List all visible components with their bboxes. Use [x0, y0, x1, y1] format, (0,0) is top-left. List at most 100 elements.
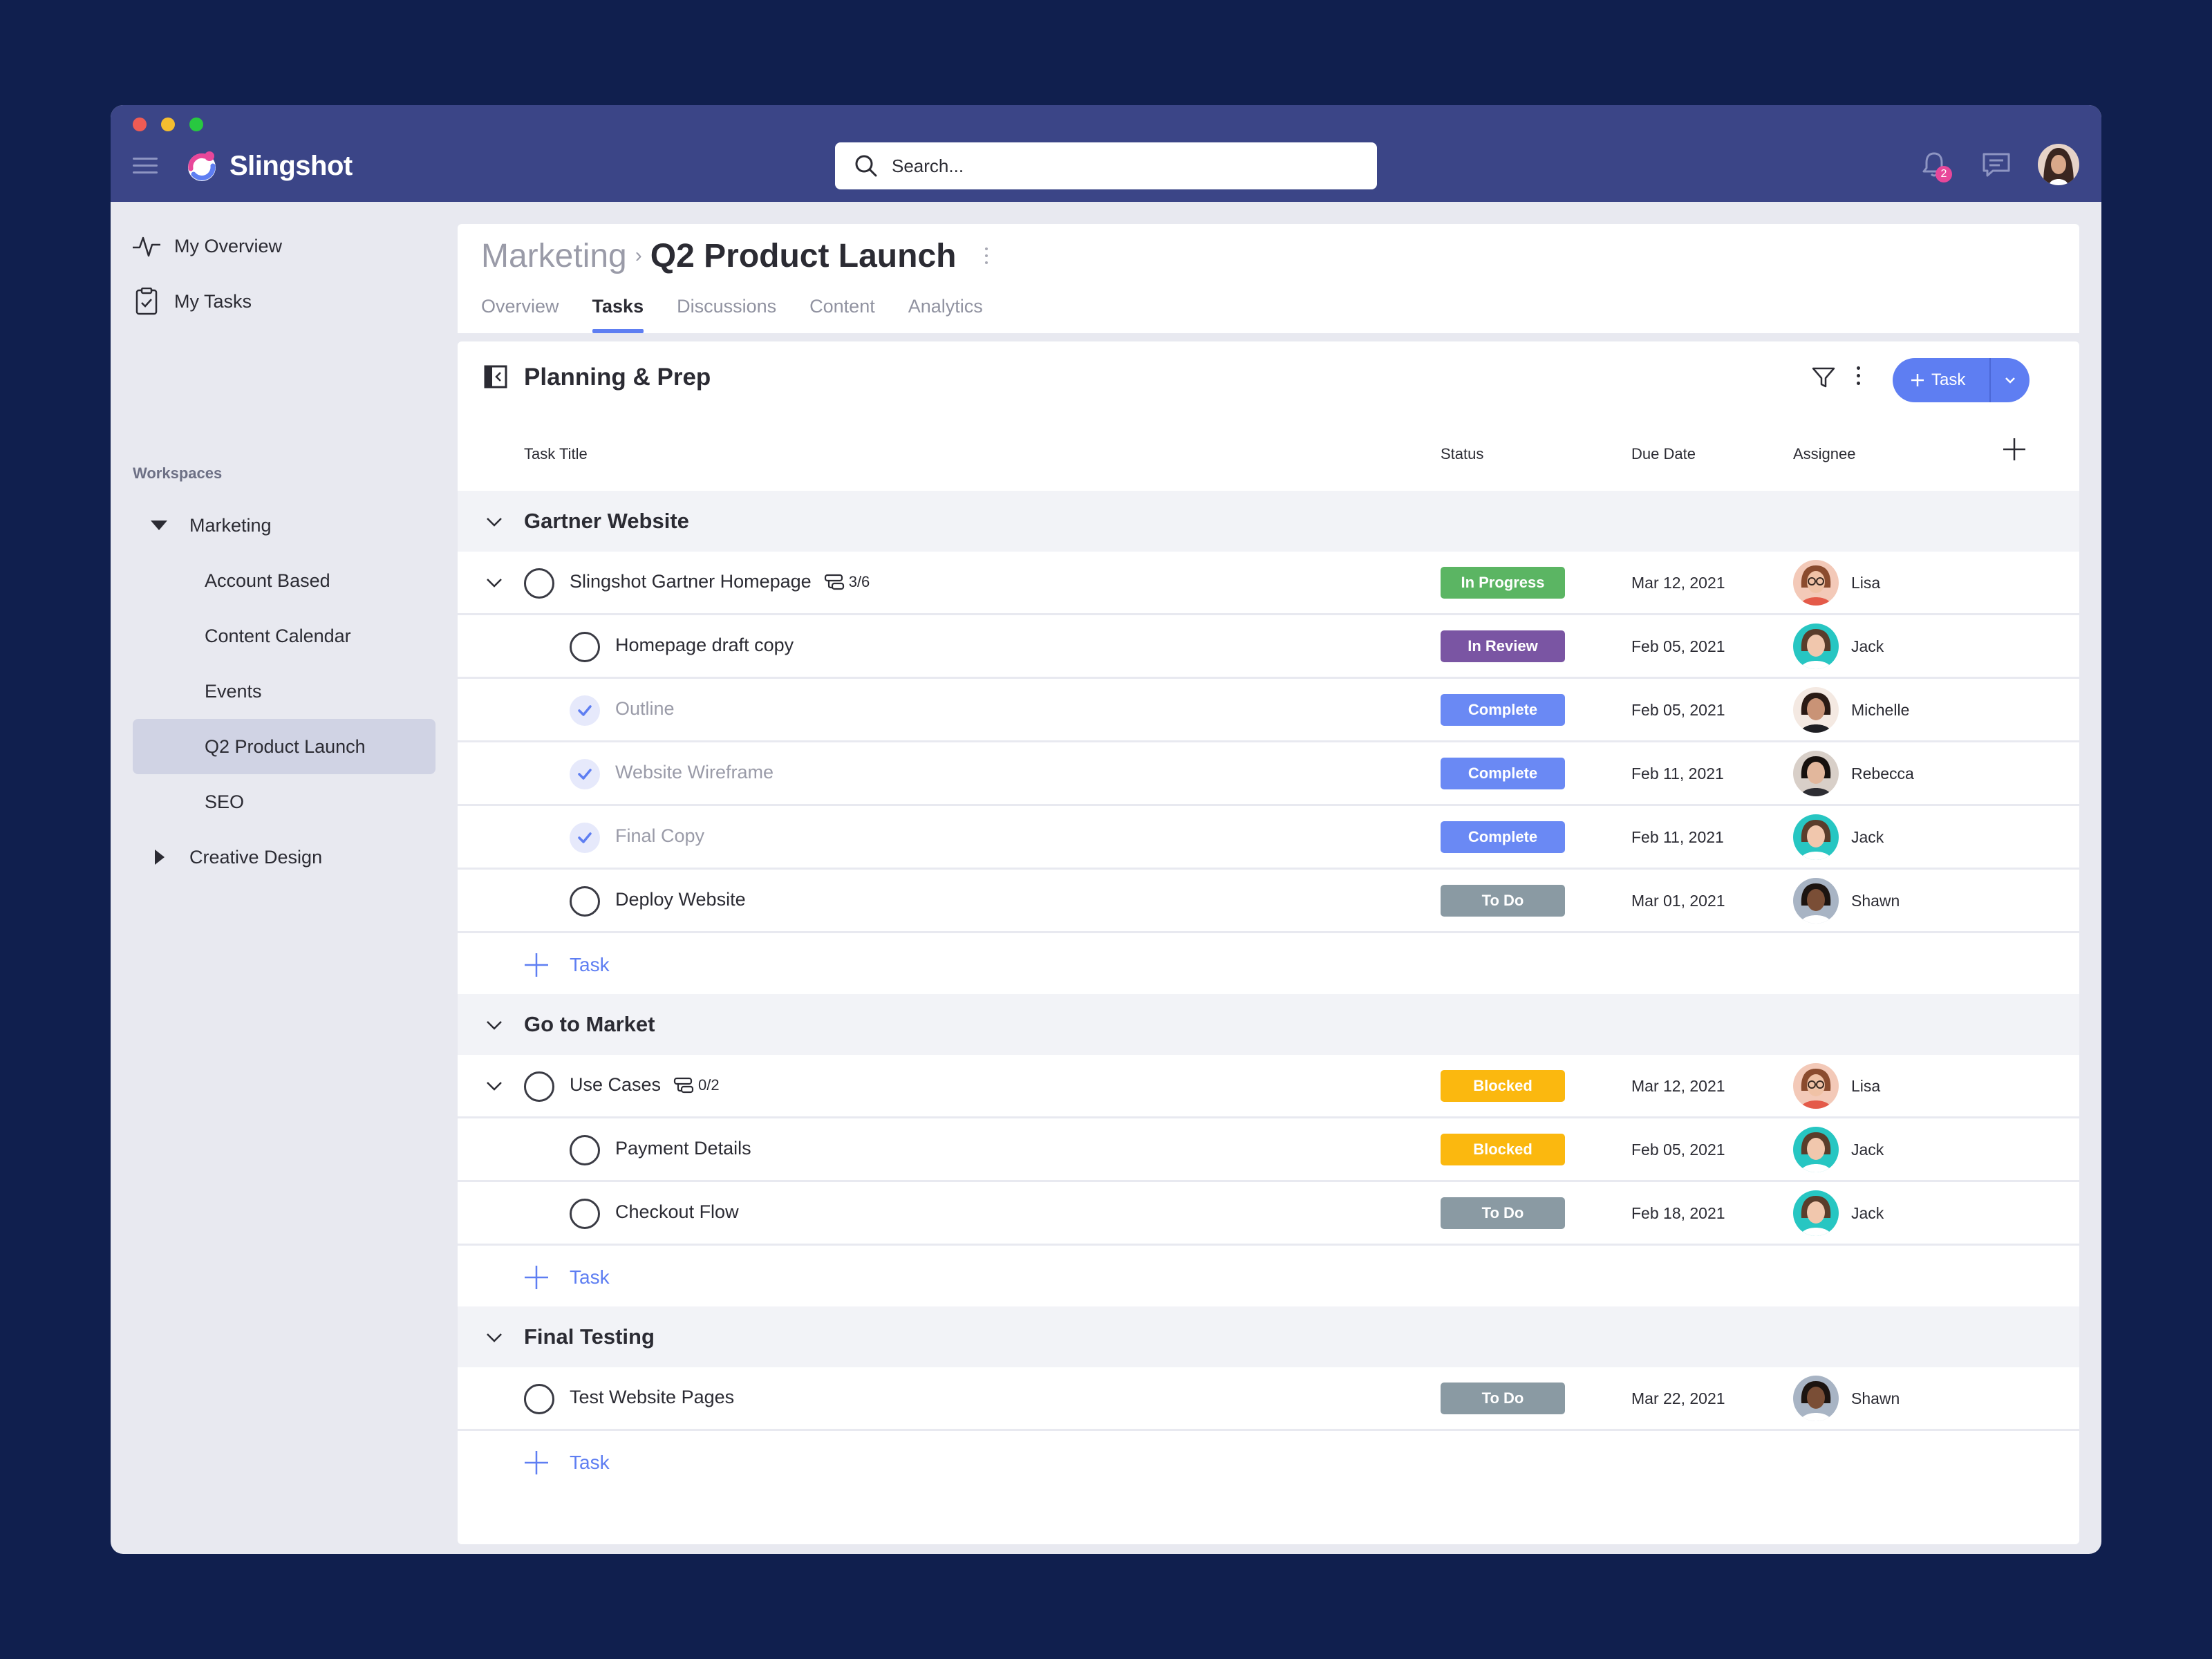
app-logo[interactable]: Slingshot — [184, 147, 353, 185]
tab-overview[interactable]: Overview — [481, 296, 559, 317]
add-task-row[interactable]: Task — [458, 1431, 2079, 1493]
sidebar-workspace-marketing[interactable]: Marketing — [151, 498, 272, 553]
sidebar-item-seo[interactable]: SEO — [205, 774, 412, 830]
collapse-panel-icon[interactable] — [484, 365, 507, 388]
due-date[interactable]: Feb 05, 2021 — [1631, 1141, 1725, 1159]
window-minimize-button[interactable] — [161, 118, 175, 131]
add-task-row[interactable]: Task — [458, 933, 2079, 995]
due-date[interactable]: Feb 18, 2021 — [1631, 1204, 1725, 1222]
sidebar-workspace-creative-design[interactable]: Creative Design — [151, 830, 322, 885]
status-badge[interactable]: Blocked — [1441, 1134, 1565, 1165]
task-row[interactable]: Test Website Pages To Do Mar 22, 2021 Shawn — [458, 1367, 2079, 1431]
search-bar[interactable] — [835, 142, 1377, 189]
chevron-down-icon[interactable] — [484, 1327, 505, 1348]
sidebar-item-content-calendar[interactable]: Content Calendar — [205, 608, 412, 664]
subtask-row[interactable]: Final Copy Complete Feb 11, 2021 Jack — [458, 806, 2079, 870]
add-task-dropdown[interactable] — [1991, 358, 2030, 402]
assignee-avatar[interactable] — [1793, 1190, 1839, 1236]
add-task-row[interactable]: Task — [458, 1246, 2079, 1308]
status-badge[interactable]: Complete — [1441, 821, 1565, 853]
tab-content[interactable]: Content — [809, 296, 875, 317]
checkbox[interactable] — [570, 1199, 600, 1229]
due-date[interactable]: Mar 12, 2021 — [1631, 1077, 1725, 1095]
subtask-count[interactable]: 3/6 — [824, 573, 870, 591]
sidebar-item-my-overview[interactable]: My Overview — [131, 218, 282, 274]
due-date[interactable]: Feb 11, 2021 — [1631, 765, 1724, 782]
group-header-row[interactable]: Final Testing — [458, 1306, 2079, 1367]
user-avatar[interactable] — [2038, 144, 2079, 185]
task-title[interactable]: Payment Details — [615, 1138, 751, 1159]
assignee-avatar[interactable] — [1793, 687, 1839, 733]
subtask-row[interactable]: Outline Complete Feb 05, 2021 Michelle — [458, 679, 2079, 742]
tab-discussions[interactable]: Discussions — [677, 296, 777, 317]
tab-tasks[interactable]: Tasks — [592, 288, 644, 333]
add-task-main-button[interactable]: Task — [1893, 358, 1989, 402]
chevron-down-icon[interactable] — [484, 1076, 505, 1096]
task-title[interactable]: Test Website Pages — [570, 1387, 734, 1408]
due-date[interactable]: Feb 05, 2021 — [1631, 701, 1725, 719]
status-badge[interactable]: In Progress — [1441, 567, 1565, 599]
group-header-row[interactable]: Gartner Website — [458, 491, 2079, 552]
sidebar-item-q2-product-launch[interactable]: Q2 Product Launch — [133, 719, 435, 774]
checkbox[interactable] — [570, 1135, 600, 1165]
task-title[interactable]: Use Cases 0/2 — [570, 1074, 720, 1096]
hamburger-menu-icon[interactable] — [133, 155, 158, 176]
subtask-row[interactable]: Checkout Flow To Do Feb 18, 2021 Jack — [458, 1182, 2079, 1246]
chevron-down-icon[interactable] — [484, 512, 505, 532]
breadcrumb-parent[interactable]: Marketing — [481, 237, 627, 274]
status-badge[interactable]: Blocked — [1441, 1070, 1565, 1102]
window-maximize-button[interactable] — [189, 118, 203, 131]
add-task-button[interactable]: Task — [1893, 358, 2030, 402]
assignee-avatar[interactable] — [1793, 751, 1839, 796]
subtask-count[interactable]: 0/2 — [673, 1076, 720, 1094]
status-badge[interactable]: Complete — [1441, 758, 1565, 789]
tab-analytics[interactable]: Analytics — [908, 296, 983, 317]
column-header-assignee[interactable]: Assignee — [1793, 445, 1856, 462]
more-options-icon[interactable] — [1853, 366, 1864, 388]
column-header-due-date[interactable]: Due Date — [1631, 445, 1696, 462]
add-column-icon[interactable] — [2000, 435, 2028, 463]
subtask-row[interactable]: Payment Details Blocked Feb 05, 2021 Jack — [458, 1118, 2079, 1182]
due-date[interactable]: Mar 22, 2021 — [1631, 1389, 1725, 1407]
more-options-icon[interactable] — [985, 247, 988, 264]
task-title[interactable]: Homepage draft copy — [615, 635, 794, 656]
chevron-down-icon[interactable] — [484, 1015, 505, 1035]
filter-icon[interactable] — [1810, 364, 1837, 391]
task-title[interactable]: Checkout Flow — [615, 1201, 739, 1223]
chevron-down-icon[interactable] — [484, 572, 505, 593]
caret-right-icon[interactable] — [155, 850, 165, 865]
assignee-avatar[interactable] — [1793, 1376, 1839, 1421]
assignee-avatar[interactable] — [1793, 1063, 1839, 1109]
group-header-row[interactable]: Go to Market — [458, 994, 2079, 1055]
column-header-task-title[interactable]: Task Title — [524, 445, 588, 462]
task-title[interactable]: Slingshot Gartner Homepage 3/6 — [570, 571, 870, 592]
task-title[interactable]: Website Wireframe — [615, 762, 774, 783]
due-date[interactable]: Mar 01, 2021 — [1631, 892, 1725, 910]
checkbox-checked[interactable] — [570, 759, 600, 789]
subtask-row[interactable]: Homepage draft copy In Review Feb 05, 2021… — [458, 615, 2079, 679]
task-title[interactable]: Deploy Website — [615, 889, 746, 910]
checkbox-checked[interactable] — [570, 823, 600, 853]
messages-button[interactable] — [1977, 145, 2016, 184]
assignee-avatar[interactable] — [1793, 624, 1839, 669]
checkbox[interactable] — [524, 1384, 554, 1414]
caret-down-icon[interactable] — [151, 521, 167, 530]
sidebar-item-my-tasks[interactable]: My Tasks — [131, 274, 252, 329]
checkbox[interactable] — [570, 886, 600, 917]
checkbox[interactable] — [524, 568, 554, 599]
status-badge[interactable]: To Do — [1441, 1382, 1565, 1414]
checkbox[interactable] — [570, 632, 600, 662]
status-badge[interactable]: To Do — [1441, 1197, 1565, 1229]
status-badge[interactable]: Complete — [1441, 694, 1565, 726]
sidebar-item-events[interactable]: Events — [205, 664, 412, 719]
assignee-avatar[interactable] — [1793, 560, 1839, 606]
column-header-status[interactable]: Status — [1441, 445, 1484, 462]
subtask-row[interactable]: Deploy Website To Do Mar 01, 2021 Shawn — [458, 870, 2079, 933]
task-row[interactable]: Slingshot Gartner Homepage 3/6 In Progress… — [458, 552, 2079, 615]
task-title[interactable]: Final Copy — [615, 825, 704, 847]
notifications-button[interactable]: 2 — [1915, 145, 1953, 184]
due-date[interactable]: Feb 05, 2021 — [1631, 637, 1725, 655]
due-date[interactable]: Mar 12, 2021 — [1631, 574, 1725, 592]
due-date[interactable]: Feb 11, 2021 — [1631, 828, 1724, 846]
assignee-avatar[interactable] — [1793, 814, 1839, 860]
